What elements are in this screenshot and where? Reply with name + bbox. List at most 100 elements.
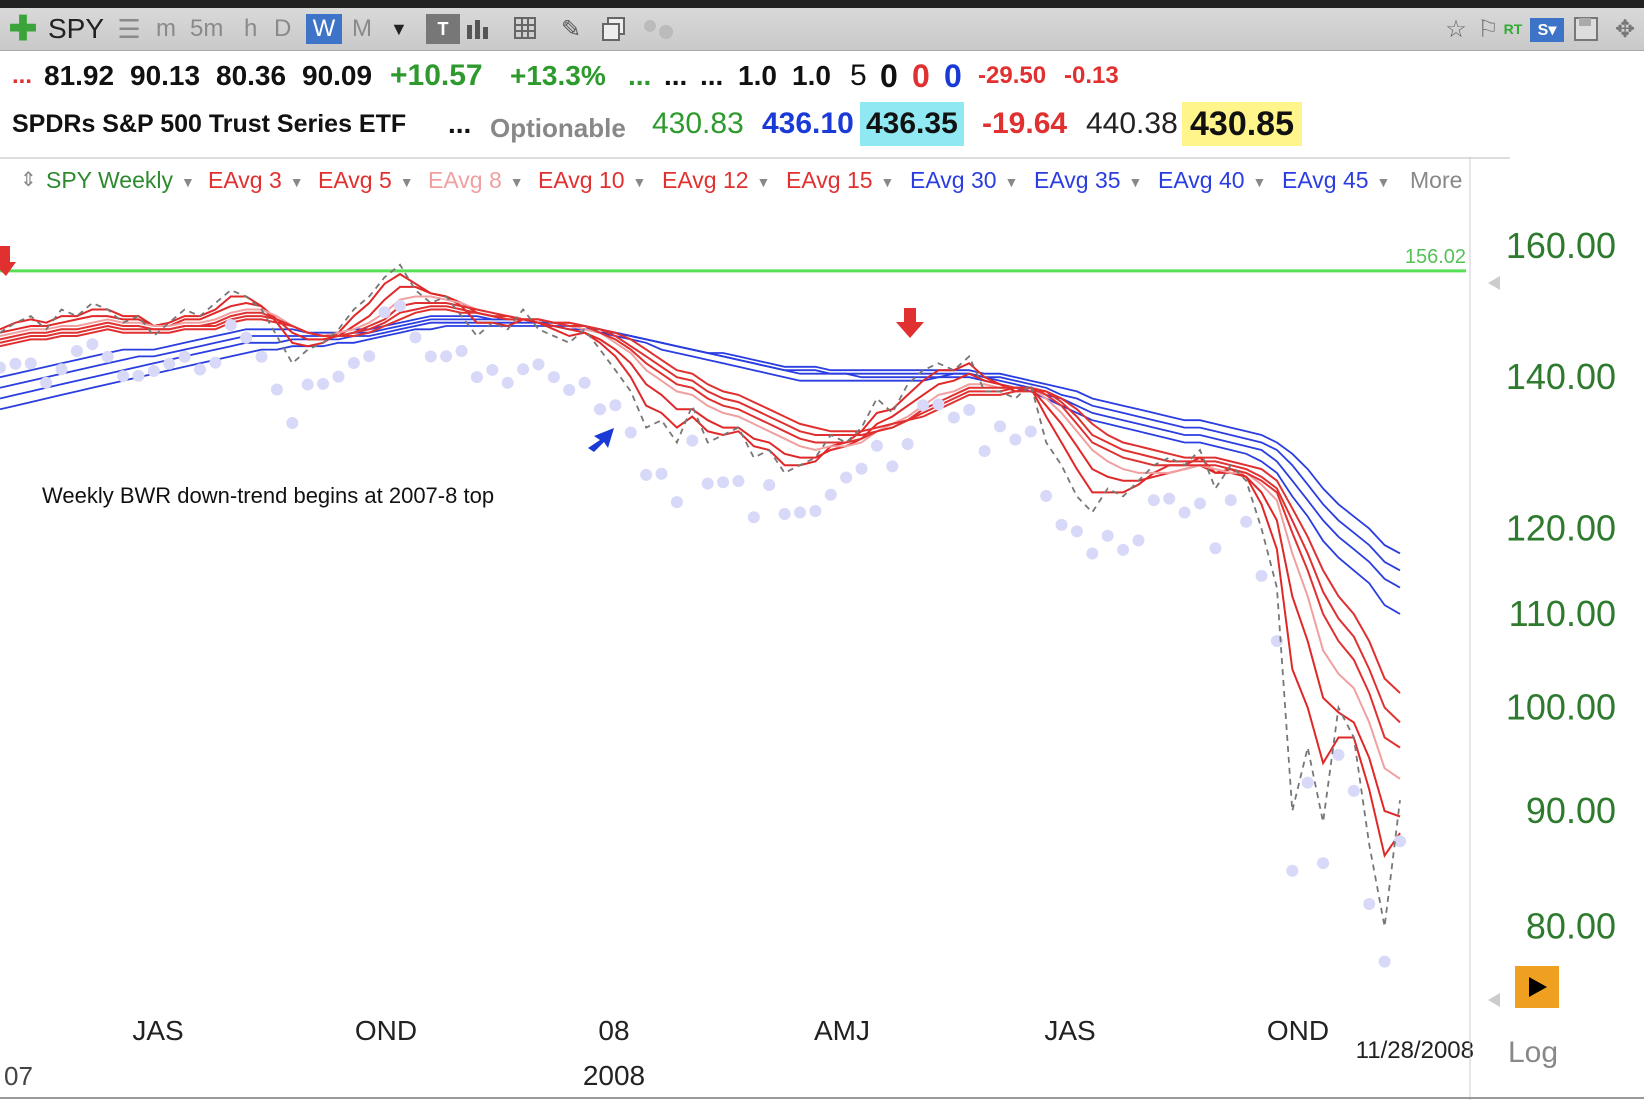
name-dots: ...: [448, 108, 472, 139]
price-dot: [40, 376, 53, 389]
move-icon[interactable]: ✥: [1614, 15, 1636, 43]
price-dot: [424, 350, 437, 363]
price-dot: [655, 467, 668, 480]
chevron-down-icon: ▼: [1252, 173, 1267, 190]
chevron-down-icon: ▼: [632, 173, 647, 190]
up-arrow-icon: [588, 428, 614, 452]
legend-eavg-40[interactable]: EAvg 40 ▼: [1158, 167, 1266, 194]
chevron-down-icon: ▼: [756, 173, 771, 190]
legend-eavg-15[interactable]: EAvg 15 ▼: [786, 167, 894, 194]
x-tick-label: JAS: [1044, 1015, 1095, 1046]
chevron-down-icon: ▼: [180, 173, 195, 190]
ema-slow-line: [0, 315, 1401, 615]
ema-fast-line: [0, 272, 1401, 859]
high-value: 90.13: [130, 60, 201, 91]
price-dot: [594, 403, 606, 416]
interval-minute[interactable]: m: [156, 15, 176, 42]
save-icon[interactable]: [1572, 14, 1600, 44]
interval-dropdown-icon[interactable]: ▼: [390, 18, 408, 39]
price-dot: [286, 417, 299, 430]
price-dot: [363, 350, 376, 363]
interval-hour[interactable]: h: [244, 15, 258, 42]
legend-eavg-12[interactable]: EAvg 12 ▼: [662, 167, 770, 194]
quote-value-4: -19.64: [982, 107, 1068, 140]
price-dot: [101, 350, 114, 363]
price-dot: [932, 398, 945, 411]
dots-3: ...: [700, 60, 724, 91]
price-dot: [55, 363, 68, 376]
list-icon[interactable]: ☰: [117, 13, 141, 44]
price-dot: [147, 365, 160, 378]
value-1: 1.0: [738, 60, 777, 91]
legend-eavg-35[interactable]: EAvg 35 ▼: [1034, 167, 1142, 194]
chevron-down-icon: ▼: [1004, 173, 1019, 190]
axis-marker-icon: [1488, 276, 1500, 290]
change-value: +10.57: [390, 59, 483, 92]
legend-more[interactable]: More: [1410, 167, 1463, 193]
legend-eavg-30[interactable]: EAvg 30 ▼: [910, 167, 1018, 194]
price-dot: [455, 345, 468, 358]
quote-value-3: 436.35: [860, 102, 964, 146]
price-dot: [1178, 506, 1191, 519]
legend-label: EAvg 15: [786, 167, 873, 193]
legend-eavg-5[interactable]: EAvg 5 ▼: [318, 167, 414, 194]
symbol-label[interactable]: SPY: [48, 13, 105, 44]
interval-week[interactable]: W: [306, 14, 342, 44]
interval-month[interactable]: M: [352, 15, 372, 42]
price-dot: [1209, 542, 1222, 555]
y-tick-label: 140.00: [1506, 356, 1616, 397]
level-line-label: 156.02: [1405, 246, 1466, 268]
price-dot: [1332, 748, 1345, 761]
link-dots-icon[interactable]: [640, 14, 678, 44]
add-symbol-icon[interactable]: ✚: [8, 10, 38, 48]
x-tick-label: 08: [598, 1015, 629, 1046]
price-dot: [563, 384, 576, 397]
rt-icon[interactable]: RT: [1503, 21, 1523, 37]
value-8: -0.13: [1064, 62, 1119, 89]
price-dot: [1132, 534, 1145, 547]
ema-slow-line: [0, 325, 1401, 555]
close-value: 90.09: [302, 60, 373, 91]
price-dot: [578, 376, 591, 389]
legend-label: EAvg 8: [428, 167, 502, 193]
price-dot: [901, 437, 914, 450]
price-dot: [517, 363, 530, 376]
down-arrow-icon: [0, 246, 16, 276]
sv-icon[interactable]: S▾: [1530, 18, 1564, 42]
legend-eavg-45[interactable]: EAvg 45 ▼: [1282, 167, 1390, 194]
text-tool-icon[interactable]: T: [426, 14, 460, 44]
x-tick-label: JAS: [132, 1015, 183, 1046]
star-icon[interactable]: ☆: [1445, 15, 1467, 43]
play-button[interactable]: [1515, 966, 1559, 1008]
price-dot: [1163, 492, 1176, 505]
value-3: 5: [850, 59, 867, 92]
price-dot: [686, 434, 699, 447]
price-dot: [209, 356, 222, 369]
pencil-icon[interactable]: ✎: [560, 15, 582, 43]
price-dot: [1070, 525, 1083, 538]
price-dot: [317, 377, 330, 390]
flag-icon[interactable]: ⚐: [1477, 15, 1499, 43]
grid-add-icon[interactable]: [510, 14, 544, 44]
updown-arrow-icon[interactable]: ⇕: [20, 169, 37, 191]
legend-eavg-8[interactable]: EAvg 8 ▼: [428, 167, 524, 194]
legend-eavg-10[interactable]: EAvg 10 ▼: [538, 167, 646, 194]
x-left-edge-label: 07: [4, 1061, 33, 1091]
low-value: 80.36: [216, 60, 287, 91]
bar-chart-icon[interactable]: [462, 14, 496, 44]
copy-icon[interactable]: [598, 14, 632, 44]
chevron-down-icon: ▼: [1128, 173, 1143, 190]
value-7: -29.50: [978, 62, 1047, 89]
legend-label: EAvg 45: [1282, 167, 1369, 193]
legend-series-title[interactable]: SPY Weekly ▼: [46, 167, 195, 194]
price-dot: [332, 370, 345, 383]
price-dot: [0, 361, 6, 374]
price-dot: [132, 369, 145, 382]
quote-value-1: 430.83: [652, 107, 744, 140]
interval-5-minute[interactable]: 5m: [190, 15, 224, 42]
legend-eavg-3[interactable]: EAvg 3 ▼: [208, 167, 304, 194]
interval-day[interactable]: D: [274, 15, 292, 42]
chevron-down-icon: ▼: [289, 173, 304, 190]
price-dot: [978, 445, 991, 458]
ema-fast-line: [0, 302, 1401, 749]
